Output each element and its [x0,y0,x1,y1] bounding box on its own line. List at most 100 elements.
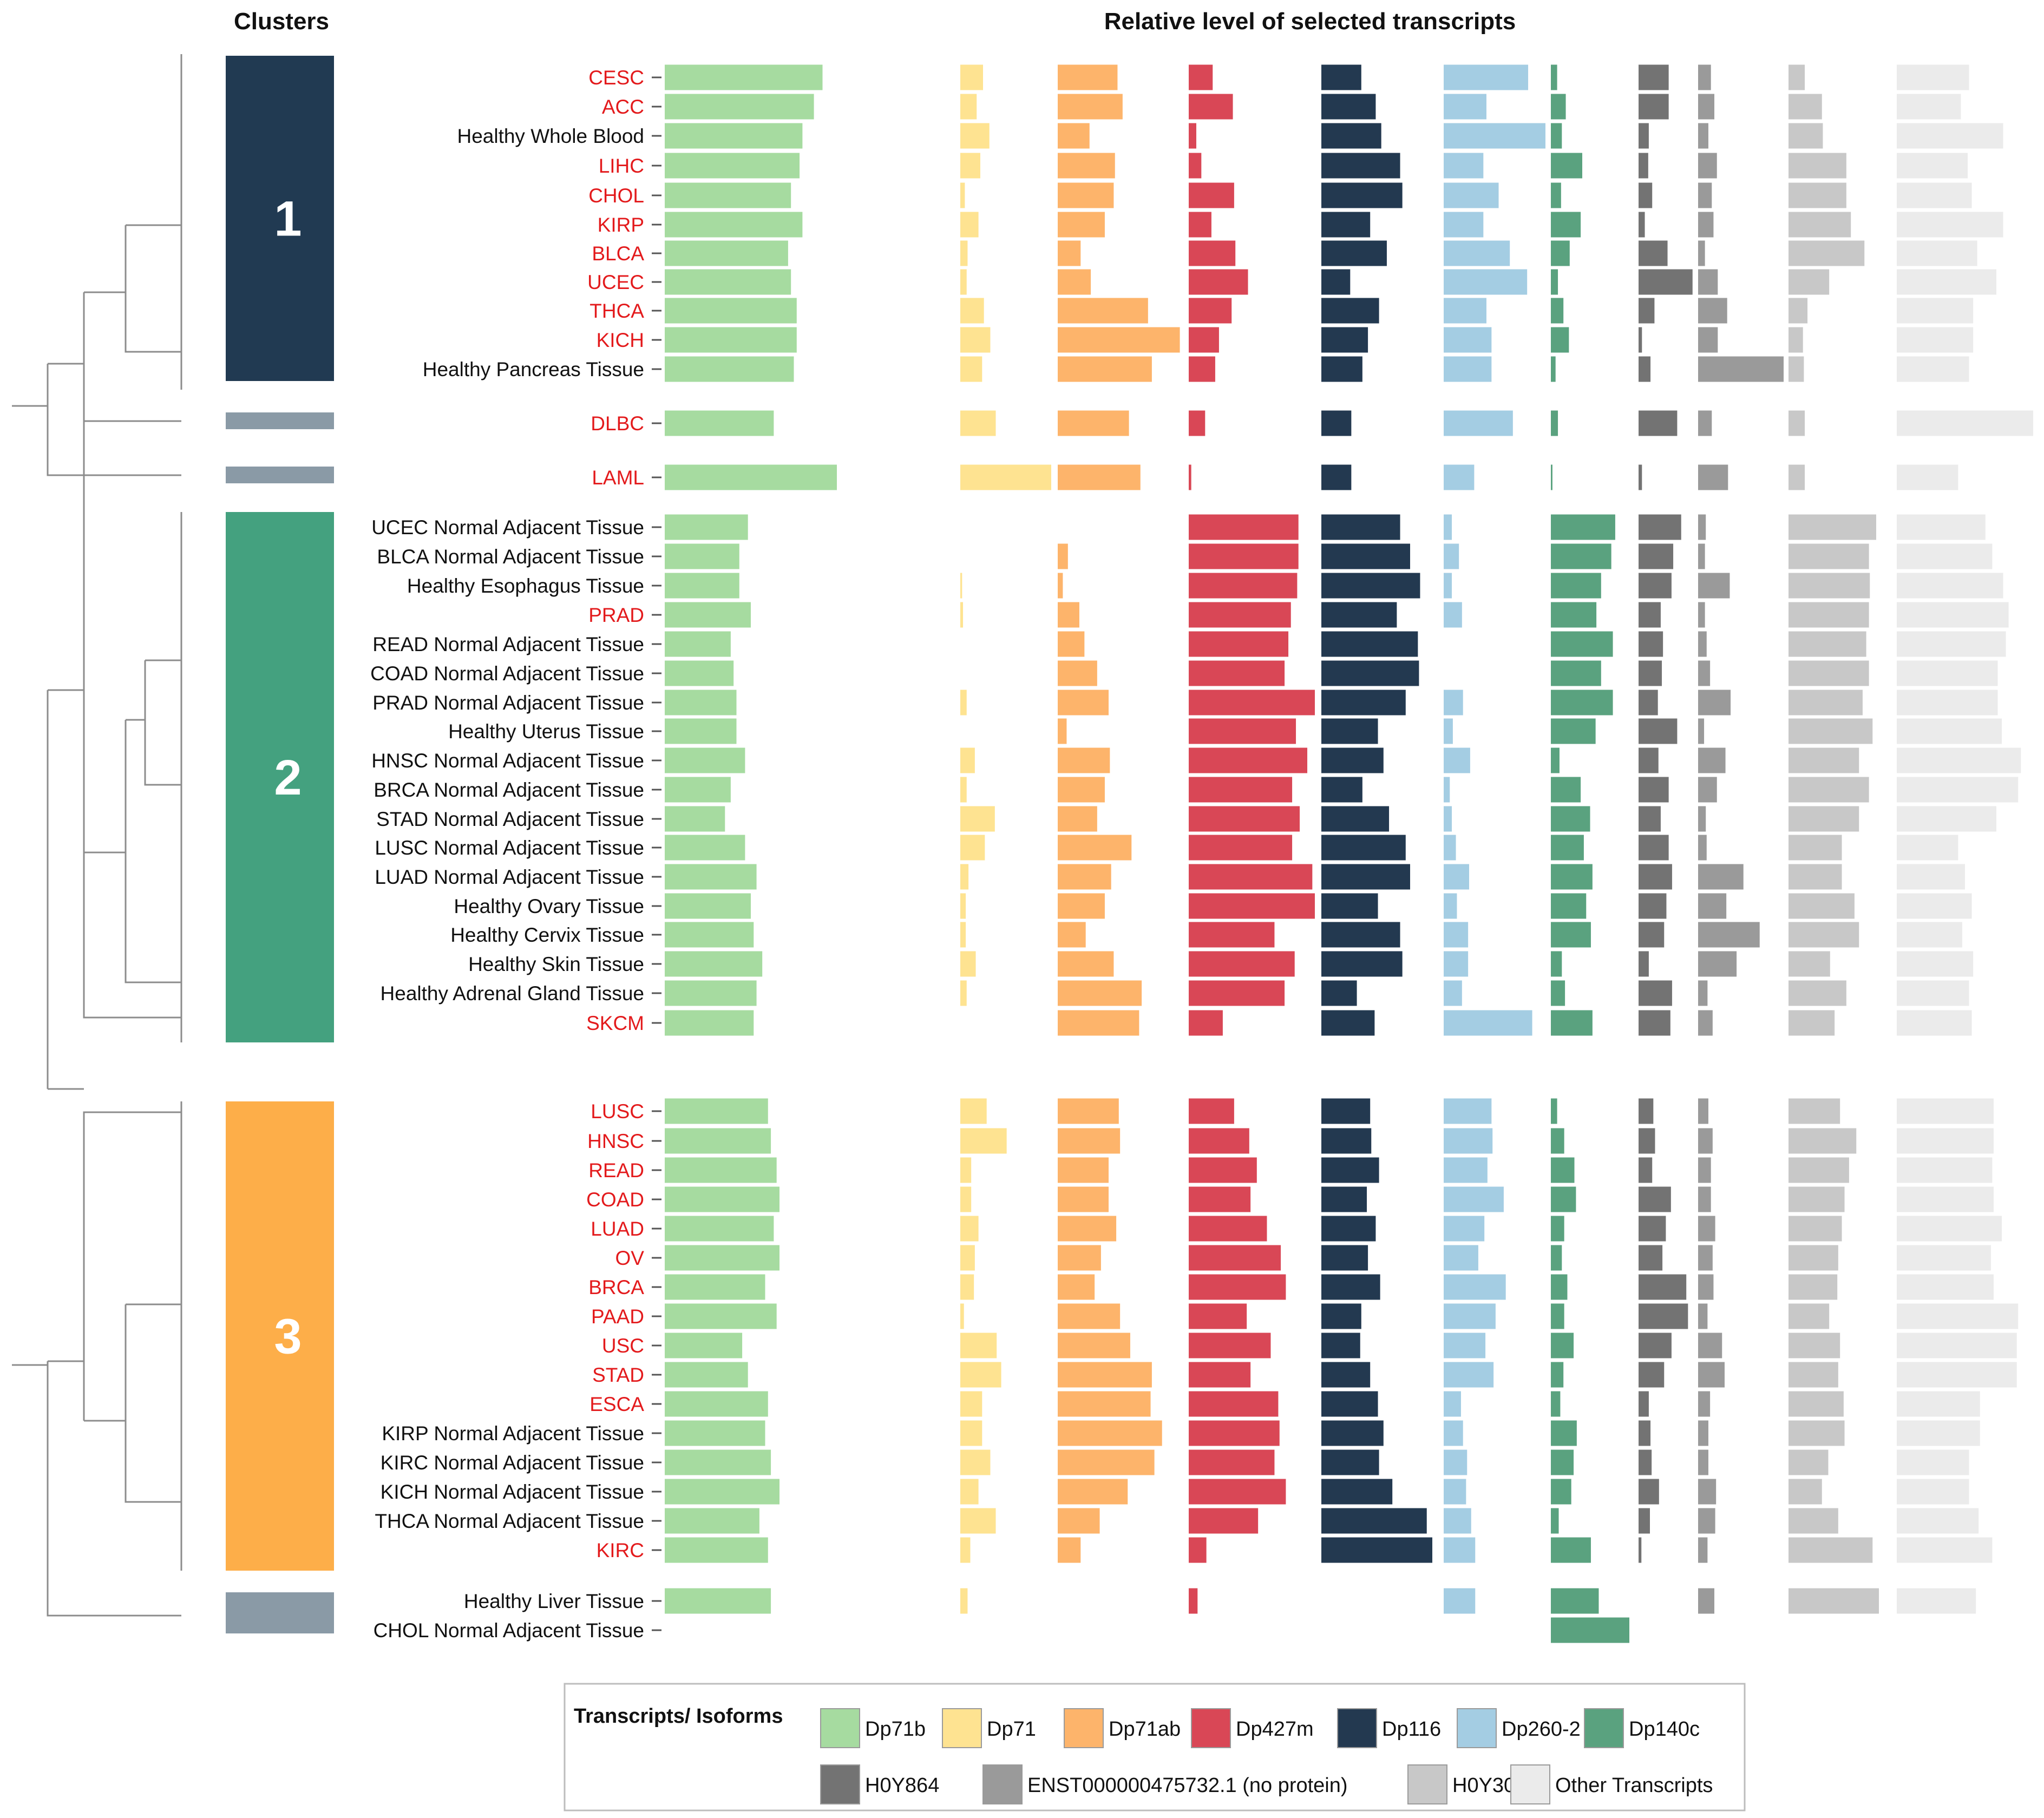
legend-label-dp116: Dp116 [1382,1718,1441,1741]
bar-dp71ab-33 [1058,1157,1109,1183]
dendrogram-branch-2 [83,291,181,422]
bar-dp71-40 [960,1362,1001,1388]
dendrogram-branch-11 [125,1303,181,1503]
bar-h0y864-1 [1639,94,1669,120]
bar-dp140c-14 [1551,543,1611,569]
bar-dp71-46 [960,1537,971,1563]
bar-dp71ab-23 [1058,806,1097,832]
bar-dp427m-47 [1189,1588,1198,1614]
legend-swatch-dp71ab [1064,1708,1104,1748]
row-label-kirc: KIRC [597,1539,644,1561]
bar-dp71b-5 [665,212,803,238]
bar-dp140c-2 [1551,123,1562,149]
bar-dp260-2-30 [1444,1010,1532,1036]
bar-h0y304-26 [1788,893,1855,919]
bar-dp71b-13 [665,514,748,540]
dendrogram-branch-1 [125,224,181,353]
bar-dp71ab-8 [1058,298,1148,324]
bar-dp140c-27 [1551,922,1591,948]
bar-h0y304-14 [1788,543,1869,569]
bar-dp427m-6 [1189,240,1236,266]
bar-h0y864-17 [1639,631,1663,657]
bar-dp71-22 [960,777,967,803]
bar-dp71ab-21 [1058,747,1110,773]
legend-swatch-other-transcripts [1510,1764,1550,1804]
bar-dp116-41 [1321,1391,1378,1417]
bar-h0y864-25 [1639,864,1672,890]
bar-enst000000475732-1-no-protein-40 [1698,1362,1725,1388]
bar-dp260-2-38 [1444,1303,1496,1329]
bar-dp116-26 [1321,893,1378,919]
bar-enst000000475732-1-no-protein-9 [1698,327,1718,353]
bar-dp427m-35 [1189,1216,1267,1242]
bar-enst000000475732-1-no-protein-23 [1698,806,1706,832]
bar-dp140c-25 [1551,864,1593,890]
bar-dp71-12 [960,464,1051,490]
row-label-stad-normal-adjacent-tissue: STAD Normal Adjacent Tissue [376,808,644,830]
bar-enst000000475732-1-no-protein-2 [1698,123,1708,149]
bar-h0y304-38 [1788,1303,1830,1329]
bar-h0y864-39 [1639,1333,1672,1358]
bar-dp140c-11 [1551,410,1558,436]
bar-dp71ab-36 [1058,1245,1101,1271]
bar-dp116-13 [1321,514,1400,540]
legend-label-dp71: Dp71 [987,1718,1036,1741]
bar-dp116-31 [1321,1098,1371,1124]
bar-other-transcripts-40 [1897,1362,2017,1388]
bar-dp71b-47 [665,1588,771,1614]
bar-dp71ab-46 [1058,1537,1081,1563]
bar-dp260-2-41 [1444,1391,1461,1417]
bar-dp71b-37 [665,1274,765,1300]
bar-dp260-2-47 [1444,1588,1476,1614]
bar-dp140c-16 [1551,602,1597,628]
bar-h0y864-44 [1639,1479,1659,1505]
bar-h0y304-19 [1788,690,1863,716]
cluster-block-u3 [226,1592,334,1633]
legend-swatch-dp427m [1191,1708,1231,1748]
bar-dp427m-44 [1189,1479,1286,1505]
bar-dp71ab-39 [1058,1333,1130,1358]
bar-other-transcripts-2 [1897,123,2003,149]
bar-dp116-20 [1321,718,1378,744]
bar-dp116-35 [1321,1216,1376,1242]
bar-h0y864-6 [1639,240,1668,266]
bar-h0y864-18 [1639,660,1662,686]
bar-dp71b-43 [665,1449,771,1475]
bar-dp260-2-45 [1444,1508,1471,1534]
bar-h0y864-0 [1639,64,1669,90]
bar-other-transcripts-44 [1897,1479,1969,1505]
bar-h0y304-40 [1788,1362,1838,1388]
bar-other-transcripts-31 [1897,1098,1994,1124]
bar-h0y864-45 [1639,1508,1650,1534]
bar-h0y864-7 [1639,269,1693,295]
legend-label-dp71ab: Dp71ab [1109,1718,1181,1741]
bar-dp71b-23 [665,806,725,832]
bar-dp116-38 [1321,1303,1361,1329]
bar-dp71b-29 [665,980,757,1006]
bar-enst000000475732-1-no-protein-30 [1698,1010,1713,1036]
bar-dp427m-20 [1189,718,1296,744]
bar-h0y304-6 [1788,240,1865,266]
bar-other-transcripts-22 [1897,777,2019,803]
bar-dp71-37 [960,1274,974,1300]
row-label-kirc-normal-adjacent-tissue: KIRC Normal Adjacent Tissue [381,1452,644,1474]
bar-dp116-9 [1321,327,1368,353]
bar-dp427m-5 [1189,212,1211,238]
bar-dp116-28 [1321,951,1403,977]
bar-h0y304-32 [1788,1128,1857,1154]
bar-dp71b-2 [665,123,803,149]
bar-dp71-39 [960,1333,997,1358]
bar-dp427m-45 [1189,1508,1259,1534]
bar-dp427m-0 [1189,64,1213,90]
bar-h0y864-43 [1639,1449,1652,1475]
bar-dp71b-24 [665,835,745,861]
bar-dp71b-6 [665,240,788,266]
bar-other-transcripts-6 [1897,240,1977,266]
row-label-kirp: KIRP [598,214,644,236]
bar-h0y864-32 [1639,1128,1655,1154]
row-label-laml: LAML [592,467,644,489]
bar-dp71-19 [960,690,967,716]
bar-dp427m-19 [1189,690,1315,716]
bar-h0y864-8 [1639,298,1655,324]
bar-dp116-16 [1321,602,1397,628]
